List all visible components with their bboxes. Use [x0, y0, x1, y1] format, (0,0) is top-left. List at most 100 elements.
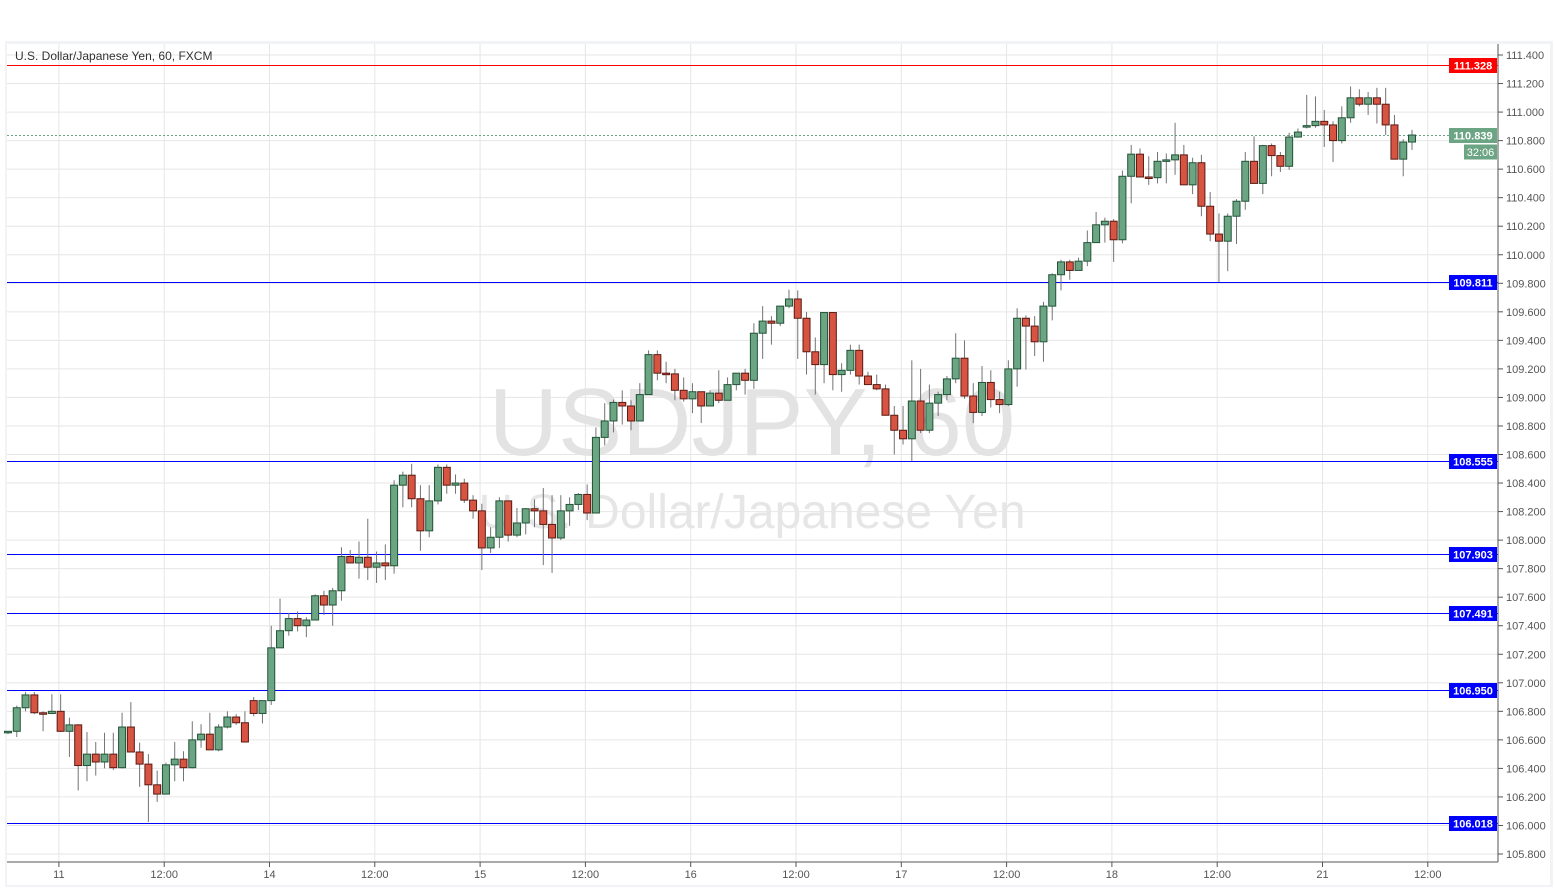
candle-down — [1381, 103, 1390, 126]
candle-down — [890, 414, 899, 431]
time-axis[interactable] — [7, 862, 1498, 885]
candle-up — [1285, 136, 1294, 167]
candle-up — [512, 522, 521, 536]
candle-up — [495, 500, 504, 538]
candle-up — [635, 394, 644, 422]
candle-down — [960, 357, 969, 397]
candle-up — [170, 758, 179, 766]
candle-up — [521, 508, 530, 524]
time-tick-label: 11 — [53, 869, 64, 881]
candle-up — [1364, 97, 1373, 105]
watermark-symbol: USDJPY, 60 — [489, 369, 1016, 476]
candle-down — [670, 373, 679, 391]
price-label-bg — [1449, 683, 1497, 698]
candle-up — [1188, 162, 1197, 186]
price-tick-label: 111.000 — [1506, 107, 1544, 119]
candle-up — [390, 484, 399, 567]
candle-up — [398, 474, 407, 486]
candle-down — [811, 351, 820, 366]
candle-up — [1241, 160, 1250, 202]
candle-up — [197, 733, 206, 741]
chart-title: U.S. Dollar/Japanese Yen, 60, FXCM — [15, 49, 212, 63]
time-tick-label: 14 — [263, 869, 275, 881]
price-tick-label: 110.400 — [1506, 193, 1545, 205]
bar-countdown-label: 32:06 — [1467, 147, 1495, 159]
candle-up — [47, 710, 56, 714]
candle-up — [925, 402, 934, 431]
candle-down — [249, 700, 258, 714]
candle-up — [837, 369, 846, 376]
candle-up — [1092, 224, 1101, 244]
candle-up — [355, 556, 363, 564]
candle-down — [407, 474, 416, 500]
price-tick-label: 110.800 — [1506, 136, 1545, 148]
time-tick-label: 12:00 — [361, 869, 389, 881]
candle-down — [442, 466, 451, 486]
candle-down — [1135, 153, 1144, 178]
time-tick-label: 16 — [685, 869, 697, 881]
candle-up — [951, 357, 960, 380]
price-label-bg — [1449, 816, 1497, 831]
candle-up — [591, 436, 600, 514]
candle-down — [697, 391, 706, 407]
time-tick-label: 21 — [1316, 869, 1328, 881]
candle-up — [337, 556, 346, 592]
candle-down — [1267, 145, 1276, 157]
candle-down — [662, 372, 671, 376]
candle-down — [881, 388, 890, 416]
candle-down — [767, 320, 776, 324]
candle-up — [1118, 175, 1127, 241]
candle-up — [1408, 134, 1416, 143]
price-tick-label: 107.200 — [1506, 649, 1546, 661]
candle-down — [153, 784, 162, 795]
price-tick-label: 111.200 — [1506, 79, 1544, 91]
price-label: 109.811 — [1453, 278, 1492, 290]
candle-up — [820, 312, 829, 366]
price-tick-label: 109.600 — [1506, 307, 1546, 319]
candle-up — [451, 482, 460, 486]
time-tick-label: 12:00 — [993, 869, 1021, 881]
candle-up — [1171, 154, 1180, 161]
candle-up — [1223, 215, 1232, 242]
candle-up — [328, 590, 337, 606]
price-axis[interactable] — [1498, 44, 1550, 885]
candle-down — [135, 751, 144, 765]
candle-down — [802, 317, 811, 353]
price-tick-label: 110.200 — [1506, 221, 1545, 233]
price-tick-label: 106.800 — [1506, 706, 1546, 718]
candle-down — [969, 395, 978, 413]
candle-up — [118, 726, 127, 769]
price-label-bg — [1449, 275, 1497, 290]
candle-up — [776, 305, 785, 324]
candle-up — [1048, 274, 1057, 307]
candle-up — [565, 503, 574, 512]
candle-up — [609, 401, 618, 422]
candle-up — [1100, 220, 1109, 226]
candle-up — [688, 391, 697, 400]
plot-area[interactable] — [7, 44, 1498, 862]
price-label-bg — [1449, 606, 1497, 621]
price-tick-label: 105.800 — [1506, 849, 1546, 861]
candle-down — [1206, 205, 1215, 235]
candle-up — [1153, 160, 1162, 179]
candle-down — [1109, 220, 1118, 241]
price-tick-label: 108.600 — [1506, 450, 1546, 462]
candle-down — [381, 562, 390, 567]
candle-down — [1276, 155, 1285, 167]
candle-down — [91, 753, 100, 763]
candle-up — [425, 500, 434, 532]
candles — [4, 86, 1416, 822]
candle-up — [284, 618, 293, 632]
candle-down — [126, 726, 135, 753]
price-tick-label: 109.400 — [1506, 335, 1546, 347]
price-tick-label: 110.600 — [1506, 164, 1545, 176]
candle-up — [258, 700, 267, 714]
candle-up — [276, 630, 285, 649]
candle-down — [240, 722, 249, 743]
candle-up — [732, 372, 741, 386]
price-label-bg — [1449, 58, 1497, 73]
price-tick-label: 108.800 — [1506, 421, 1546, 433]
price-label: 107.903 — [1453, 550, 1493, 562]
candle-down — [618, 401, 627, 407]
